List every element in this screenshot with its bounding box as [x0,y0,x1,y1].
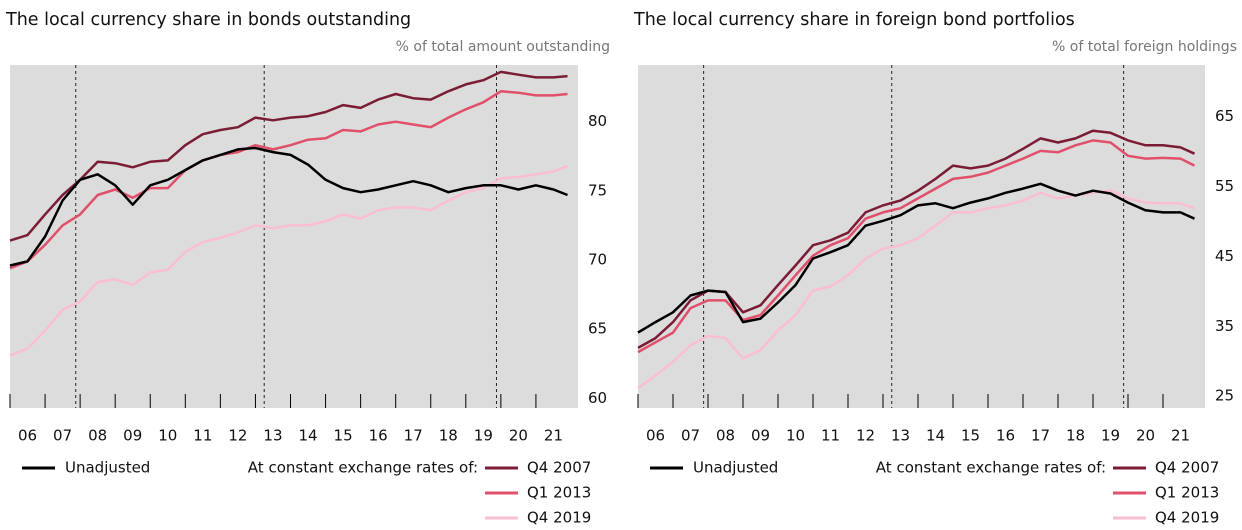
series-line [637,139,1196,354]
x-tick-label: 06 [646,427,665,445]
legend-label: Q4 2019 [527,509,591,527]
series-line [9,146,568,267]
y-tick-label: 35 [1215,317,1234,335]
x-tick-label: 13 [891,427,910,445]
x-tick-label: 13 [263,427,282,445]
series-line [637,182,1196,334]
x-tick-label: 11 [193,427,212,445]
x-tick-label: 08 [88,427,107,445]
x-tick-label: 10 [786,427,805,445]
x-tick-label: 11 [821,427,840,445]
chart-title: The local currency share in bonds outsta… [5,10,411,30]
x-tick-label: 18 [439,427,458,445]
y-tick-label: 45 [1215,247,1234,265]
legend-title: At constant exchange rates of: [248,459,478,477]
y-tick-label: 65 [588,320,607,338]
unit-label: % of total foreign holdings [1052,39,1237,55]
series-line [9,164,568,357]
x-tick-label: 15 [334,427,353,445]
x-tick-label: 21 [544,427,563,445]
legend-label: Q4 2007 [1155,459,1219,477]
legend-label: Unadjusted [65,459,150,477]
x-tick-label: 12 [856,427,875,445]
y-tick-label: 25 [1215,387,1234,405]
legend-label: Q4 2019 [1155,509,1219,527]
series-line [9,70,568,242]
series-line [637,129,1196,349]
x-tick-label: 12 [228,427,247,445]
legend-title: At constant exchange rates of: [876,459,1106,477]
legend-label: Q4 2007 [527,459,591,477]
x-tick-label: 06 [18,427,37,445]
plot-area [10,65,578,408]
x-tick-label: 16 [996,427,1015,445]
x-tick-label: 19 [1101,427,1120,445]
x-tick-label: 07 [53,427,72,445]
y-tick-label: 80 [588,112,607,130]
y-tick-label: 65 [1215,107,1234,125]
x-tick-label: 09 [123,427,142,445]
x-tick-label: 19 [474,427,493,445]
x-tick-label: 14 [926,427,945,445]
legend-label: Unadjusted [693,459,778,477]
x-tick-label: 18 [1066,427,1085,445]
x-tick-label: 17 [1031,427,1050,445]
x-tick-label: 21 [1171,427,1190,445]
x-tick-label: 15 [961,427,980,445]
legend-label: Q1 2013 [1155,484,1219,502]
x-tick-label: 07 [681,427,700,445]
y-tick-label: 60 [588,389,607,407]
legend-label: Q1 2013 [527,484,591,502]
x-tick-label: 10 [158,427,177,445]
y-tick-label: 75 [588,181,607,199]
x-tick-label: 17 [404,427,423,445]
x-tick-label: 09 [751,427,770,445]
x-tick-label: 16 [369,427,388,445]
series-line [9,90,568,270]
x-tick-label: 14 [298,427,317,445]
y-tick-label: 55 [1215,177,1234,195]
y-tick-label: 70 [588,251,607,269]
x-tick-label: 20 [1136,427,1155,445]
unit-label: % of total amount outstanding [396,39,610,55]
x-tick-label: 08 [716,427,735,445]
chart-title: The local currency share in foreign bond… [633,10,1075,30]
x-tick-label: 20 [509,427,528,445]
